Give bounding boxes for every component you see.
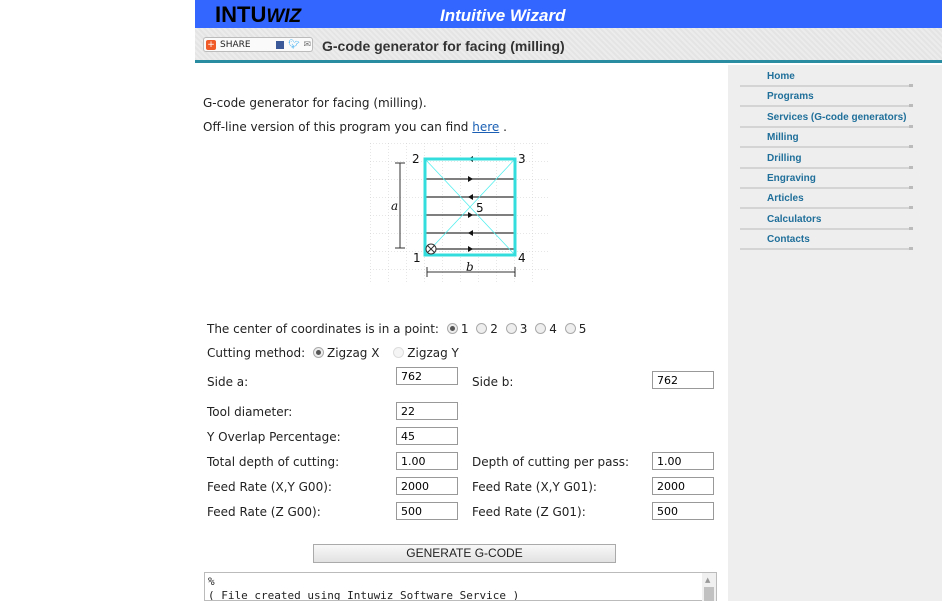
center-radio-1[interactable] xyxy=(446,323,458,334)
logo-main: INTU xyxy=(215,2,267,27)
tagline: Intuitive Wizard xyxy=(440,6,566,25)
zigzag-x-radio[interactable] xyxy=(312,347,324,358)
overlap-input[interactable] xyxy=(396,427,458,445)
total-depth-label: Total depth of cutting: xyxy=(207,455,340,469)
feed-xy-g00-input[interactable] xyxy=(396,477,458,495)
center-label: The center of coordinates is in a point: xyxy=(207,322,439,336)
header-bar xyxy=(195,0,942,28)
side-a-label: a xyxy=(391,199,398,213)
sidebar-item-engraving[interactable]: Engraving xyxy=(740,169,913,189)
sidebar-item-programs[interactable]: Programs xyxy=(740,87,913,107)
plus-icon: + xyxy=(206,39,216,50)
point-4-label: 4 xyxy=(518,251,526,265)
feed-z-g01-input[interactable] xyxy=(652,502,714,520)
workpiece-outline xyxy=(423,157,517,257)
center-option-label: 3 xyxy=(519,322,528,336)
sidebar-item-articles[interactable]: Articles xyxy=(740,189,913,209)
share-label: SHARE xyxy=(220,39,251,50)
email-icon: ✉ xyxy=(303,39,311,50)
total-depth-input[interactable] xyxy=(396,452,458,470)
center-option-label: 2 xyxy=(490,322,498,336)
tool-cross xyxy=(427,245,435,253)
center-option-label: 5 xyxy=(578,322,587,336)
offline-link[interactable]: here xyxy=(472,120,500,134)
point-1-label: 1 xyxy=(413,251,421,265)
output-scrollbar[interactable]: ▲ xyxy=(702,573,716,601)
method-label: Cutting method: xyxy=(207,346,306,360)
dimension-lines xyxy=(395,162,516,277)
feed-xy-g01-label: Feed Rate (X,Y G01): xyxy=(472,480,597,494)
offline-note: Off-line version of this program you can… xyxy=(203,120,507,134)
direction-arrows xyxy=(468,156,473,252)
side-a-input[interactable] xyxy=(396,367,458,385)
zigzag-x-label: Zigzag X xyxy=(326,346,380,360)
point-2-label: 2 xyxy=(412,152,420,166)
tool-diameter-input[interactable] xyxy=(396,402,458,420)
feed-z-g00-input[interactable] xyxy=(396,502,458,520)
side-b-input[interactable] xyxy=(652,371,714,389)
gcode-output[interactable]: %( File created using Intuwiz Software S… xyxy=(204,572,717,601)
page-title: G-code generator for facing (milling) xyxy=(322,38,565,54)
feed-z-g01-label: Feed Rate (Z G01): xyxy=(472,505,586,519)
facebook-icon xyxy=(276,40,284,49)
output-line: ( File created using Intuwiz Software Se… xyxy=(208,589,520,601)
logo-italic: WIZ xyxy=(266,6,302,27)
tool-diameter-label: Tool diameter: xyxy=(207,405,293,419)
generate-gcode-button[interactable]: GENERATE G-CODE xyxy=(313,544,616,563)
divider xyxy=(195,60,942,63)
overlap-label: Y Overlap Percentage: xyxy=(207,430,341,444)
cutting-method-group: Cutting method: Zigzag X Zigzag Y xyxy=(207,346,459,360)
center-radio-3[interactable] xyxy=(505,323,517,334)
sidebar-item-drilling[interactable]: Drilling xyxy=(740,149,913,169)
zigzag-y-radio[interactable] xyxy=(393,347,405,358)
output-line: % xyxy=(208,575,215,588)
feed-z-g00-label: Feed Rate (Z G00): xyxy=(207,505,321,519)
logo[interactable]: INTUWIZ xyxy=(215,2,301,28)
pass-depth-input[interactable] xyxy=(652,452,714,470)
pass-depth-label: Depth of cutting per pass: xyxy=(472,455,629,469)
feed-xy-g01-input[interactable] xyxy=(652,477,714,495)
intro-heading: G-code generator for facing (milling). xyxy=(203,96,427,110)
center-radio-2[interactable] xyxy=(476,323,488,334)
point-3-label: 3 xyxy=(518,152,526,166)
sidebar-item-home[interactable]: Home xyxy=(740,67,913,87)
sidebar-item-services[interactable]: Services (G-code generators) xyxy=(740,108,913,128)
side-a-label: Side a: xyxy=(207,375,249,389)
sidebar-item-calculators[interactable]: Calculators xyxy=(740,210,913,230)
center-radio-4[interactable] xyxy=(535,323,547,334)
offline-end: . xyxy=(503,120,507,134)
title-bar xyxy=(195,28,942,60)
scroll-thumb[interactable] xyxy=(704,587,714,601)
share-button[interactable]: + SHARE 🐦︎ ✉ xyxy=(203,37,313,52)
twitter-icon: 🐦︎ xyxy=(288,39,300,50)
sidebar: Home Programs Services (G-code generator… xyxy=(728,65,942,601)
offline-text: Off-line version of this program you can… xyxy=(203,120,469,134)
center-point-group: The center of coordinates is in a point:… xyxy=(207,322,586,336)
facing-diagram: 2 3 1 4 5 a b xyxy=(370,143,550,283)
zigzag-y-label: Zigzag Y xyxy=(407,346,459,360)
scroll-up-icon[interactable]: ▲ xyxy=(705,576,711,584)
side-b-label: b xyxy=(466,260,474,274)
side-b-label: Side b: xyxy=(472,375,514,389)
sidebar-item-contacts[interactable]: Contacts xyxy=(740,230,913,250)
sidebar-item-milling[interactable]: Milling xyxy=(740,128,913,148)
center-option-label: 1 xyxy=(460,322,469,336)
center-option-label: 4 xyxy=(549,322,557,336)
point-5-label: 5 xyxy=(476,201,484,215)
feed-xy-g00-label: Feed Rate (X,Y G00): xyxy=(207,480,332,494)
center-radio-5[interactable] xyxy=(564,323,576,334)
